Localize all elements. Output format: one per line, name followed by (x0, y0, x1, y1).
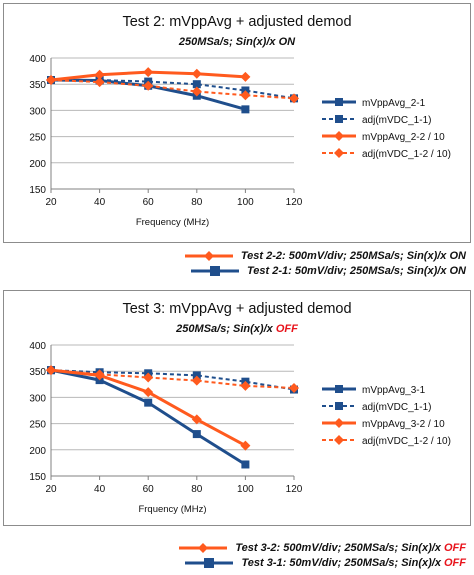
bottom-legend-item: Test 3-1: 50mV/div; 250MSa/s; Sin(x)/x O… (177, 555, 466, 570)
chart-subtitle: 250MSa/s; Sin(x)/x OFF (175, 323, 298, 335)
x-tick-label: 20 (45, 484, 57, 495)
data-point (192, 371, 201, 380)
legend-marker (335, 98, 343, 106)
x-tick-label: 100 (237, 484, 254, 495)
legend-marker (335, 385, 343, 393)
data-point (289, 93, 299, 104)
bottom-legend-test2: Test 2-2: 500mV/div; 250MSa/s; Sin(x)/x … (183, 248, 466, 278)
legend-swatch-blue-square (190, 265, 239, 276)
legend-marker (335, 402, 343, 410)
y-tick-label: 150 (29, 185, 46, 196)
subtitle-flag: OFF (276, 323, 298, 335)
data-point (191, 86, 202, 97)
series-line-adj(mVDC_1-1) (50, 369, 295, 391)
x-tick-label: 120 (286, 197, 303, 208)
data-point (94, 369, 105, 380)
chart-test3: Test 3: mVppAvg + adjusted demod 250MSa/s… (29, 301, 451, 515)
legend-label: adj(mVDC_1-1) (362, 115, 431, 126)
chart-title: Test 2: mVppAvg + adjusted demod (122, 14, 351, 30)
data-point (143, 67, 154, 78)
x-tick-label: 100 (237, 197, 254, 208)
legend-swatch-blue-square (185, 557, 234, 568)
data-point (240, 71, 251, 82)
data-point (241, 460, 250, 469)
legend-marker (334, 418, 344, 428)
series-line-adj(mVDC_1-1) (51, 79, 295, 100)
data-point (94, 69, 105, 80)
data-point (191, 375, 202, 386)
bottom-legend-item: Test 3-2: 500mV/div; 250MSa/s; Sin(x)/x … (177, 540, 466, 555)
series-line-adj(mVDC_1-2 / 10) (50, 79, 295, 100)
x-axis-label: Frequency (MHz) (136, 217, 209, 228)
data-point (289, 382, 299, 393)
data-point (192, 430, 201, 439)
data-point (46, 365, 56, 376)
series-line-adj(mVDC_1-2 / 10) (50, 369, 295, 389)
data-point (241, 105, 250, 114)
x-tick-label: 40 (94, 197, 106, 208)
chart-panel-test3: Test 3: mVppAvg + adjusted demod 250MSa/s… (3, 290, 471, 526)
legend-swatch-orange-diamond (184, 250, 233, 261)
y-tick-label: 200 (29, 446, 46, 457)
y-tick-label: 250 (29, 420, 46, 431)
legend-label: mVppAvg_3-1 (362, 385, 426, 396)
data-point (192, 80, 201, 89)
x-tick-label: 60 (143, 197, 155, 208)
y-tick-label: 300 (29, 393, 46, 404)
y-tick-label: 400 (29, 54, 46, 65)
data-point (143, 372, 154, 383)
bottom-legend-item: Test 2-1: 50mV/div; 250MSa/s; Sin(x)/x O… (183, 263, 466, 278)
x-tick-label: 20 (45, 197, 57, 208)
y-tick-label: 250 (29, 133, 46, 144)
legend-label: mVppAvg_3-2 / 10 (362, 419, 445, 430)
legend-marker (335, 115, 343, 123)
data-point (94, 77, 105, 88)
data-point (240, 90, 251, 101)
legend-label: adj(mVDC_1-2 / 10) (362, 149, 451, 160)
legend-label: mVppAvg_2-1 (362, 98, 426, 109)
legend-swatch-orange-diamond (179, 542, 228, 553)
bottom-legend-item: Test 2-2: 500mV/div; 250MSa/s; Sin(x)/x … (183, 248, 466, 263)
legend-label: adj(mVDC_1-2 / 10) (362, 436, 451, 447)
subtitle-text: 250MSa/s; Sin(x)/x (175, 323, 276, 335)
bottom-legend-label: Test 3-1: 50mV/div; 250MSa/s; Sin(x)/x O… (241, 556, 466, 569)
x-tick-label: 80 (191, 197, 203, 208)
y-tick-label: 400 (29, 341, 46, 352)
data-point (191, 414, 202, 425)
bottom-legend-label: Test 3-2: 500mV/div; 250MSa/s; Sin(x)/x … (235, 541, 466, 554)
legend-label: mVppAvg_2-2 / 10 (362, 132, 445, 143)
legend-label: adj(mVDC_1-1) (362, 402, 431, 413)
x-axis-label: Frquency (MHz) (138, 504, 206, 515)
x-tick-label: 120 (286, 484, 303, 495)
bottom-legend-label: Test 2-1: 50mV/div; 250MSa/s; Sin(x)/x O… (246, 264, 466, 277)
bottom-legend-label: Test 2-2: 500mV/div; 250MSa/s; Sin(x)/x … (240, 249, 466, 262)
data-point (240, 380, 251, 391)
data-point (144, 398, 153, 407)
x-tick-label: 60 (143, 484, 155, 495)
chart-subtitle: 250MSa/s; Sin(x)/x ON (178, 36, 296, 48)
legend-marker (334, 148, 344, 158)
data-point (143, 80, 154, 91)
chart-title: Test 3: mVppAvg + adjusted demod (122, 301, 351, 317)
y-tick-label: 150 (29, 472, 46, 483)
x-tick-label: 80 (191, 484, 203, 495)
chart-test2: Test 2: mVppAvg + adjusted demod 250MSa/s… (29, 14, 451, 228)
y-tick-label: 200 (29, 159, 46, 170)
data-point (143, 387, 154, 398)
legend-marker (334, 435, 344, 445)
data-point (191, 68, 202, 79)
y-tick-label: 350 (29, 80, 46, 91)
y-tick-label: 300 (29, 106, 46, 117)
series-line-mVppAvg_3-1 (50, 368, 247, 466)
y-tick-label: 350 (29, 367, 46, 378)
data-point (240, 440, 251, 451)
bottom-legend-test3: Test 3-2: 500mV/div; 250MSa/s; Sin(x)/x … (177, 540, 466, 570)
subtitle-flag: ON (279, 36, 297, 48)
x-tick-label: 40 (94, 484, 106, 495)
data-point (46, 75, 56, 86)
subtitle-text: 250MSa/s; Sin(x)/x (178, 36, 279, 48)
legend-marker (334, 131, 344, 141)
chart-panel-test2: Test 2: mVppAvg + adjusted demod 250MSa/s… (3, 3, 471, 243)
